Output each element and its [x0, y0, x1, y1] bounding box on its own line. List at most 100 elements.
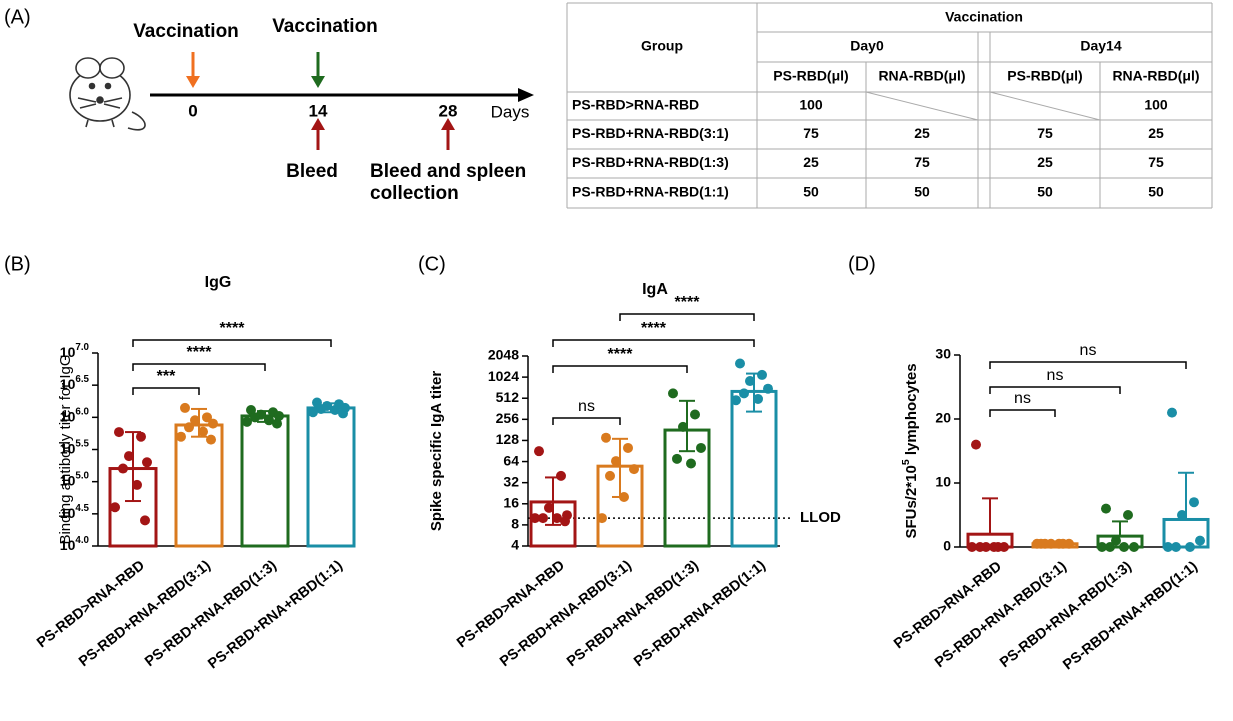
data-point: [1040, 538, 1050, 549]
data-point: [763, 383, 773, 394]
data-point: [140, 515, 150, 526]
table-cell: 25: [803, 154, 819, 170]
data-point: [745, 376, 755, 387]
y-axis-label: SFUs/2*105 lymphocytes: [900, 363, 920, 538]
table-cell: 25: [1148, 125, 1164, 141]
timeline-arrowhead: [518, 88, 534, 102]
data-point: [330, 405, 340, 416]
y-axis-label: Binding antibody titer for IgG: [57, 354, 74, 544]
table-cell: 75: [914, 154, 930, 170]
significance-bracket: [132, 363, 266, 371]
mouse-icon: [69, 57, 146, 131]
data-point: [619, 491, 629, 502]
data-point: [1171, 542, 1181, 552]
data-point: [534, 446, 544, 457]
significance-bracket: [552, 339, 755, 347]
data-point: [142, 457, 152, 468]
data-point: [530, 513, 540, 524]
data-point: [132, 479, 142, 490]
data-point: [1054, 538, 1064, 549]
x-tick-label: PS-RBD+RNA-RBD(1:3): [142, 557, 280, 670]
data-point: [560, 516, 570, 527]
empty-cell-diagonal: [865, 91, 979, 121]
data-point: [668, 388, 678, 399]
significance-label: ****: [675, 294, 701, 311]
x-tick-label: PS-RBD+RNA-RBD(3:1): [497, 557, 635, 670]
data-point: [552, 513, 562, 524]
significance-bracket: [989, 361, 1187, 369]
bar: [306, 406, 356, 548]
data-point: [678, 421, 688, 432]
y-tick-label: 30: [935, 346, 951, 362]
significance-label: ****: [641, 320, 667, 337]
data-point: [176, 431, 186, 442]
table-cell: 100: [1144, 97, 1168, 113]
y-tick-label: 128: [496, 431, 520, 447]
data-point: [753, 393, 763, 404]
table-cell: 100: [799, 97, 823, 113]
data-point: [190, 415, 200, 426]
data-point: [967, 542, 977, 552]
data-point: [338, 408, 348, 419]
data-point: [136, 431, 146, 442]
x-tick-label: PS-RBD>RNA-RBD: [454, 558, 568, 652]
bleed-label: collection: [370, 183, 459, 204]
data-point: [1167, 407, 1177, 418]
significance-bracket: [132, 387, 200, 395]
data-point: [739, 388, 749, 399]
data-point: [686, 458, 696, 469]
y-tick-label: 512: [496, 389, 520, 405]
data-point: [538, 513, 548, 524]
x-tick-label: PS-RBD+RNA-RBD(1:3): [564, 557, 702, 670]
data-point: [989, 542, 999, 552]
bleed-label: Bleed: [286, 161, 338, 182]
table-row-label: PS-RBD+RNA-RBD(1:3): [572, 154, 729, 170]
data-point: [1189, 497, 1199, 508]
data-point: [246, 405, 256, 416]
x-tick-label: PS-RBD+RNA-RBD(1:1): [631, 557, 769, 670]
data-point: [1111, 535, 1121, 546]
vaccination-label: Vaccination: [133, 21, 239, 42]
y-tick-label: 32: [503, 473, 519, 489]
data-point: [184, 422, 194, 433]
y-tick-label: 107.0: [60, 342, 90, 360]
table-cell: 50: [803, 184, 819, 200]
table-header: Vaccination: [945, 9, 1023, 25]
chart-title: IgG: [205, 274, 232, 291]
data-point: [611, 456, 621, 467]
day-label: 0: [188, 101, 197, 120]
data-point: [272, 418, 282, 429]
x-tick-label: PS-RBD>RNA-RBD: [34, 558, 148, 652]
y-axis-label: Spike specific IgA titer: [428, 371, 445, 531]
table-cell: 50: [1037, 184, 1053, 200]
y-tick-label: 8: [511, 516, 519, 532]
bar: [174, 423, 224, 548]
table-header: Day14: [1080, 38, 1121, 54]
data-point: [208, 418, 218, 429]
significance-label: ****: [187, 344, 213, 361]
data-point: [696, 442, 706, 453]
data-point: [975, 542, 985, 552]
table-column-header: PS-RBD(μl): [773, 68, 848, 84]
data-point: [731, 395, 741, 406]
y-tick-label: 104.5: [60, 503, 90, 521]
data-point: [1129, 542, 1139, 552]
data-point: [1119, 542, 1129, 552]
data-point: [623, 442, 633, 453]
data-point: [601, 432, 611, 443]
significance-label: ns: [578, 398, 595, 415]
data-point: [1185, 542, 1195, 552]
data-point: [118, 463, 128, 474]
data-point: [672, 453, 682, 464]
panel-label: (C): [418, 253, 446, 275]
significance-label: ****: [608, 346, 634, 363]
table-column-header: RNA-RBD(μl): [1112, 68, 1199, 84]
data-point: [1177, 510, 1187, 520]
y-tick-label: 256: [496, 410, 520, 426]
significance-label: ***: [157, 368, 176, 385]
y-tick-label: 20: [935, 410, 951, 426]
significance-bracket: [552, 365, 688, 373]
data-point: [597, 513, 607, 524]
data-point: [544, 502, 554, 513]
y-tick-label: 64: [503, 452, 519, 468]
